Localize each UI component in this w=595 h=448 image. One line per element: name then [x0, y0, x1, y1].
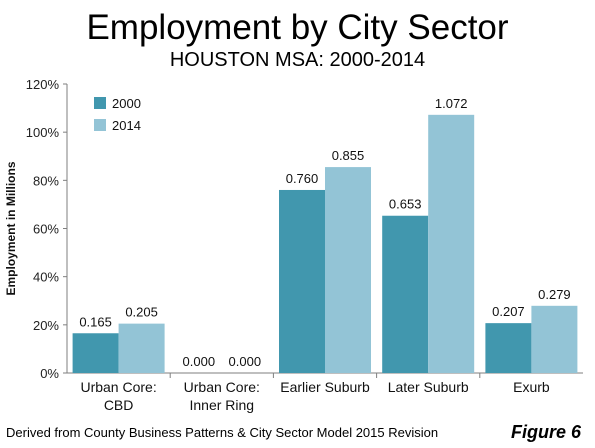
y-tick-label: 60% — [33, 222, 59, 237]
data-label: 0.653 — [389, 197, 422, 212]
x-category-label: Later Suburb — [388, 379, 469, 395]
y-tick-label: 100% — [26, 125, 60, 140]
data-label: 0.207 — [492, 304, 525, 319]
bar-2000 — [382, 215, 429, 373]
y-tick-label: 40% — [33, 270, 59, 285]
bar-2014 — [531, 305, 578, 373]
bar-2014 — [325, 167, 371, 373]
figure-label: Figure 6 — [510, 422, 581, 442]
data-label: 0.855 — [332, 148, 365, 163]
chart-data-labels: 0.165 0.205 0.000 0.000 0.760 0.855 0.653 1.072… — [79, 96, 570, 369]
y-tick-label: 120% — [26, 77, 60, 92]
data-label: 0.760 — [286, 171, 319, 186]
y-tick-label: 0% — [40, 366, 59, 381]
bar-2000 — [72, 333, 119, 373]
chart-axes: 0% 20% 40% 60% 80% 100% 120% Employment in Mill… — [4, 77, 583, 413]
x-category-label: Urban Core: — [80, 379, 156, 395]
data-label: 0.205 — [125, 305, 158, 320]
chart-title: Employment by City Sector — [86, 8, 509, 47]
x-category-label: Earlier Suburb — [280, 379, 370, 395]
bar-2014 — [118, 323, 165, 373]
data-label: 0.000 — [183, 354, 216, 369]
data-label: 1.072 — [435, 96, 468, 111]
bar-2000 — [485, 323, 532, 373]
legend-label-2014: 2014 — [112, 118, 141, 133]
x-category-label: Inner Ring — [190, 397, 255, 413]
data-label: 0.000 — [229, 354, 262, 369]
legend-label-2000: 2000 — [112, 96, 141, 111]
data-label: 0.165 — [79, 314, 112, 329]
y-tick-label: 20% — [33, 318, 59, 333]
y-axis-title: Employment in Millions — [4, 161, 18, 295]
legend-swatch-2014 — [94, 119, 106, 131]
legend-swatch-2000 — [94, 97, 106, 109]
source-note: Derived from County Business Patterns & … — [6, 425, 439, 440]
bar-2000 — [279, 189, 325, 373]
x-category-label: CBD — [104, 397, 134, 413]
chart-subtitle: HOUSTON MSA: 2000-2014 — [169, 49, 426, 71]
x-category-label: Exurb — [513, 379, 550, 395]
data-label: 0.279 — [538, 287, 571, 302]
chart-bars — [72, 114, 578, 374]
y-tick-label: 80% — [33, 173, 59, 188]
x-category-label: Urban Core: — [184, 379, 260, 395]
bar-2014 — [428, 114, 475, 374]
chart-legend: 2000 2014 — [87, 91, 165, 145]
